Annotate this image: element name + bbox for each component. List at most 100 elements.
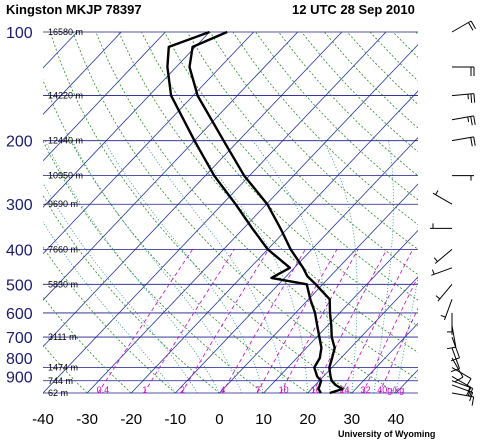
mixing-ratio-label: 10 (279, 385, 289, 395)
dry-adiabat-line (95, 31, 418, 380)
dry-adiabat-line (43, 246, 176, 394)
isotherm-line (395, 369, 418, 394)
moist-adiabat-line (103, 140, 264, 394)
height-label: 744 m (48, 376, 73, 386)
temperature-tick-label: -30 (76, 411, 98, 428)
mixing-ratio-label: 40g/kg (377, 385, 404, 395)
dry-adiabat-line (43, 194, 220, 394)
wind-barb (451, 20, 476, 33)
wind-barb (446, 325, 457, 350)
wind-barb (450, 347, 460, 373)
wind-barb (451, 357, 464, 383)
mixing-ratio-line (143, 249, 235, 394)
height-label: 14220 m (48, 91, 83, 101)
moist-adiabat-line (191, 140, 309, 393)
dewpoint-profile-line (166, 30, 323, 394)
wind-barb (433, 248, 453, 264)
pressure-tick-label: 300 (6, 197, 33, 214)
dry-adiabat-line (43, 296, 132, 394)
sounding-profiles (166, 30, 344, 395)
dry-adiabat-line (415, 31, 418, 35)
mixing-ratio-line (362, 275, 418, 394)
moist-adiabat-line (395, 276, 418, 394)
temperature-profile-line (188, 30, 344, 395)
dry-adiabat-line (43, 140, 264, 394)
isotherm-line (130, 90, 418, 394)
wind-barb (452, 175, 474, 181)
dry-adiabat-line (369, 31, 418, 82)
height-label: 10950 m (48, 171, 83, 181)
pressure-tick-label: 100 (6, 25, 33, 42)
pressure-tick-label: 800 (6, 351, 33, 368)
mixing-ratio-label: 16 (311, 385, 321, 395)
temperature-tick-label: 30 (343, 411, 360, 428)
height-label: 16580 m (48, 27, 83, 37)
pressure-tick-label: 500 (6, 277, 33, 294)
mixing-ratio-line (280, 249, 359, 394)
wind-barb (451, 376, 472, 396)
pressure-tick-label: 200 (6, 134, 33, 151)
isotherm-line (175, 137, 418, 394)
wind-barb (430, 223, 452, 229)
dry-adiabat-line (278, 31, 418, 177)
temperature-tick-label: 0 (215, 411, 223, 428)
temperature-tick-label: -10 (165, 411, 187, 428)
mixing-ratio-label: 7 (255, 385, 260, 395)
temperature-tick-label: 10 (255, 411, 272, 428)
mixing-ratio-label: 32 (361, 385, 371, 395)
isotherm-line (351, 322, 418, 394)
height-label: 3111 m (48, 332, 77, 342)
temperature-tick-label: 20 (299, 411, 316, 428)
wind-barb (432, 190, 453, 205)
moist-adiabat-line (71, 140, 242, 394)
mixing-ratio-line (221, 249, 306, 394)
pressure-tick-label: 900 (6, 369, 33, 386)
wind-barb (447, 312, 453, 335)
mixing-ratio-label: 4 (220, 385, 225, 395)
mixing-ratio-label: 2 (180, 385, 185, 395)
moist-adiabat-line (142, 140, 286, 394)
dry-adiabat-line (163, 31, 418, 301)
isotherm-line (43, 31, 254, 255)
credit-text: University of Wyoming (338, 429, 435, 439)
isotherm-line (263, 229, 418, 394)
wind-barbs (430, 20, 476, 406)
observation-time: 12 UTC 28 Sep 2010 (292, 2, 415, 17)
height-label: 1474 m (48, 363, 78, 373)
mixing-ratio-line (256, 249, 338, 394)
dry-adiabat-line (392, 31, 418, 59)
pressure-tick-label: 700 (6, 330, 33, 347)
temperature-tick-label: -20 (120, 411, 142, 428)
mixing-ratio-label: 0.4 (97, 385, 110, 395)
dry-adiabat-line (439, 32, 500, 393)
temperature-tick-label: -40 (32, 411, 54, 428)
height-label: 9690 m (48, 199, 78, 209)
dry-adiabat-line (209, 31, 418, 250)
wind-barb (440, 299, 453, 321)
isotherm-line (43, 31, 122, 115)
station-title: Kingston MKJP 78397 (6, 2, 142, 17)
isotherm-line (43, 31, 210, 208)
mixing-ratio-line (312, 249, 388, 394)
temperature-axis: -40 -30 -20 -10 0 10 20 30 40 (32, 411, 404, 428)
wind-barb (435, 284, 453, 302)
isotherm-line (43, 31, 299, 301)
mixing-ratio-label: 1 (142, 385, 147, 395)
pressure-tick-label: 400 (6, 242, 33, 259)
isotherm-line (43, 31, 166, 162)
wind-barb (451, 93, 476, 103)
isotherm-line (43, 31, 343, 348)
wind-barb (451, 136, 476, 147)
mixing-ratio-line (97, 249, 193, 394)
mixing-ratio-line (181, 249, 270, 394)
dry-adiabat-line (255, 31, 418, 201)
temperature-tick-label: 40 (388, 411, 405, 428)
height-label: 12440 m (48, 136, 83, 146)
height-label: 62 m (48, 388, 68, 398)
mixing-ratio-labels: 0.4 1 2 4 7 10 16 24 32 40g/kg (97, 385, 405, 395)
height-label: 7660 m (48, 244, 78, 254)
isotherm-line (219, 183, 418, 394)
height-labels: 16580 m 14220 m 12440 m 10950 m 9690 m 7660 m… (48, 27, 83, 398)
mixing-ratio-label: 24 (340, 385, 350, 395)
